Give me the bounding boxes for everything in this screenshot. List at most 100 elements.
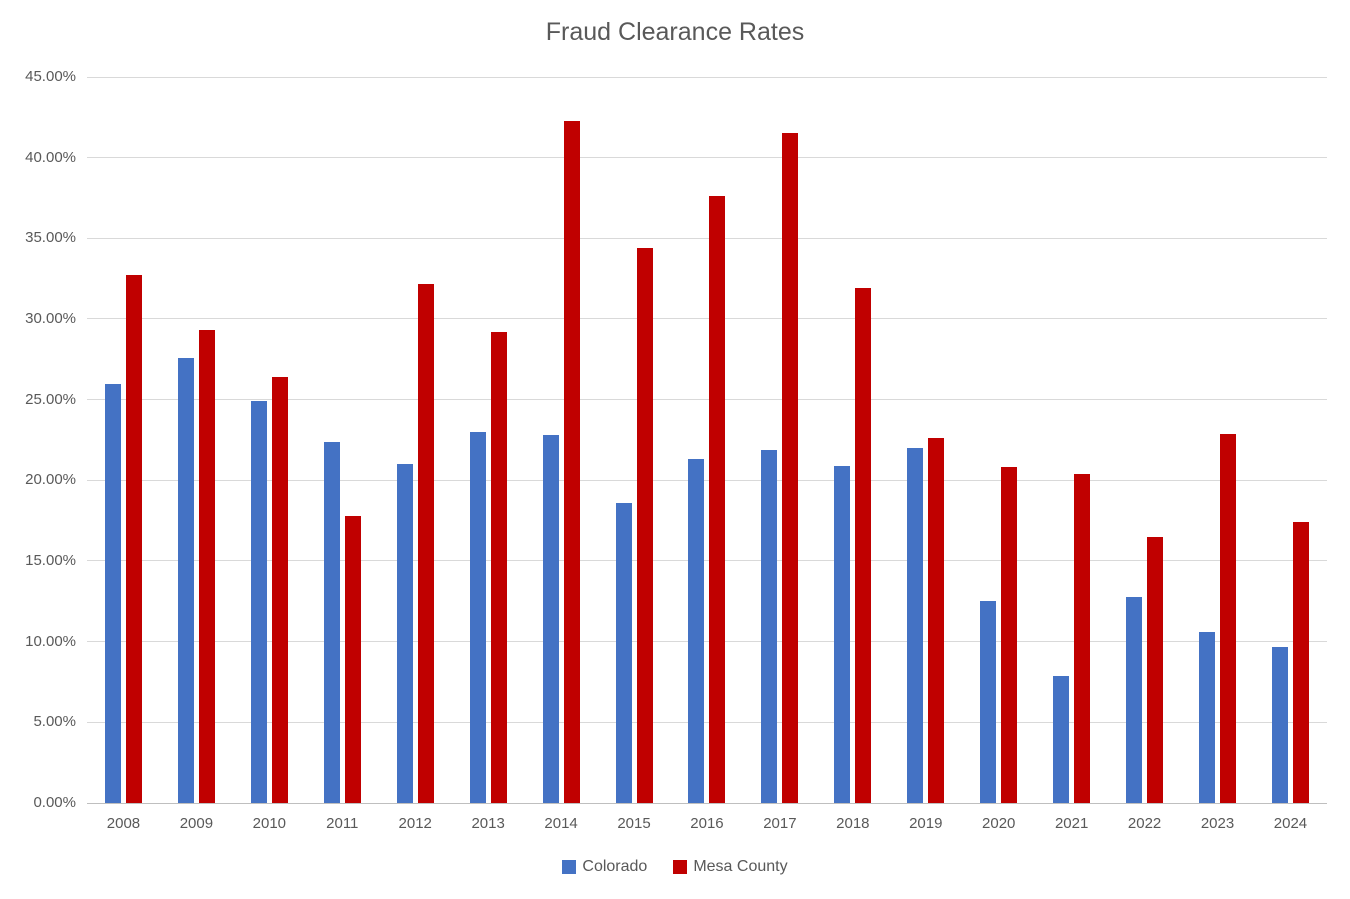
legend-swatch-icon [562,860,577,874]
x-tick-label: 2016 [690,815,724,832]
bar-mesa-county-2016 [709,196,726,803]
bar-colorado-2011 [323,441,340,803]
x-tick-label: 2021 [1054,815,1089,832]
bar-mesa-county-2011 [344,515,361,803]
legend: Colorado Mesa County [0,858,1350,876]
bar-group-2016 [671,77,744,803]
bar-groups [87,77,1327,803]
x-tick-label: 2015 [617,815,651,832]
gridline [87,479,1327,481]
gridline [87,157,1327,159]
bar-colorado-2008 [104,383,121,803]
x-tick-label: 2024 [1273,815,1308,832]
bar-group-2017 [743,77,816,803]
bar-group-2009 [160,77,233,803]
x-tick-label: 2010 [252,815,287,832]
y-tick-label: 5.00% [33,713,76,731]
plot-area [87,76,1327,804]
y-tick-label: 10.00% [25,632,76,650]
y-tick-label: 30.00% [25,309,76,327]
bar-group-2012 [379,77,452,803]
bar-group-2008 [87,77,160,803]
x-tick-label: 2019 [909,815,943,832]
bar-mesa-county-2020 [1001,467,1018,803]
legend-swatch-icon [673,860,688,874]
bar-group-2014 [525,77,598,803]
bar-colorado-2020 [980,601,997,803]
legend-label: Colorado [582,858,648,875]
bar-mesa-county-2015 [636,248,653,803]
bar-mesa-county-2013 [490,331,507,803]
bar-mesa-county-2012 [417,283,434,803]
y-tick-label: 35.00% [25,229,76,247]
bar-group-2013 [452,77,525,803]
legend-item-colorado: Colorado [562,858,647,876]
bar-colorado-2016 [688,459,705,803]
bar-mesa-county-2024 [1292,522,1309,803]
x-tick-label: 2022 [1127,815,1162,832]
x-tick-label: 2018 [836,815,870,832]
y-tick-label: 20.00% [25,471,76,489]
bar-mesa-county-2009 [198,330,215,803]
gridline [87,318,1327,320]
bar-group-2022 [1108,77,1181,803]
bar-group-2023 [1181,77,1254,803]
y-axis: 45.00% 40.00% 35.00% 30.00% 25.00% 20.00% 15.0… [0,68,76,811]
x-tick-label: 2008 [106,815,141,832]
x-tick-label: 2023 [1200,815,1235,832]
x-tick-label: 2012 [398,815,432,832]
bar-group-2024 [1254,77,1327,803]
bar-group-2011 [306,77,379,803]
bar-colorado-2022 [1126,596,1143,803]
bar-colorado-2014 [542,435,559,803]
bar-group-2019 [889,77,962,803]
bar-mesa-county-2021 [1074,473,1091,803]
bar-colorado-2009 [177,357,194,803]
legend-item-mesa-county: Mesa County [673,858,788,876]
bar-colorado-2024 [1271,646,1288,803]
x-tick-label: 2013 [471,815,505,832]
bar-mesa-county-2014 [563,120,580,803]
bar-group-2015 [598,77,671,803]
bar-colorado-2018 [834,465,851,803]
bar-group-2018 [816,77,889,803]
bar-group-2021 [1035,77,1108,803]
bar-colorado-2010 [250,401,267,803]
bar-mesa-county-2010 [271,377,288,803]
y-tick-label: 0.00% [33,794,76,811]
bar-mesa-county-2023 [1220,433,1237,803]
x-tick-label: 2020 [982,815,1016,832]
bar-mesa-county-2019 [928,438,945,803]
bar-colorado-2021 [1053,675,1070,803]
y-tick-label: 15.00% [25,551,76,569]
legend-label: Mesa County [693,858,788,875]
x-axis: 2008 2009 2010 2011 2012 2013 2014 2015 2016 2017… [87,815,1327,832]
bar-colorado-2013 [469,431,486,803]
bar-colorado-2019 [907,448,924,803]
bar-colorado-2012 [396,464,413,803]
bar-mesa-county-2018 [855,288,872,803]
bar-mesa-county-2022 [1147,536,1164,803]
gridline [87,560,1327,562]
gridline [87,237,1327,239]
y-tick-label: 45.00% [25,68,76,85]
bar-mesa-county-2008 [125,275,142,803]
bar-group-2010 [233,77,306,803]
bar-colorado-2015 [615,502,632,803]
gridline [87,721,1327,723]
x-tick-label: 2011 [326,815,359,832]
bar-colorado-2017 [761,449,778,803]
bar-mesa-county-2017 [782,133,799,803]
x-tick-label: 2014 [544,815,578,832]
y-tick-label: 25.00% [25,390,76,408]
gridline [87,802,1327,804]
x-tick-label: 2017 [763,815,797,832]
gridline [87,399,1327,401]
bar-colorado-2023 [1199,632,1216,803]
gridline [87,641,1327,643]
gridline [87,76,1327,78]
y-tick-label: 40.00% [25,148,76,166]
x-tick-label: 2009 [179,815,214,832]
chart-title: Fraud Clearance Rates [545,18,805,46]
